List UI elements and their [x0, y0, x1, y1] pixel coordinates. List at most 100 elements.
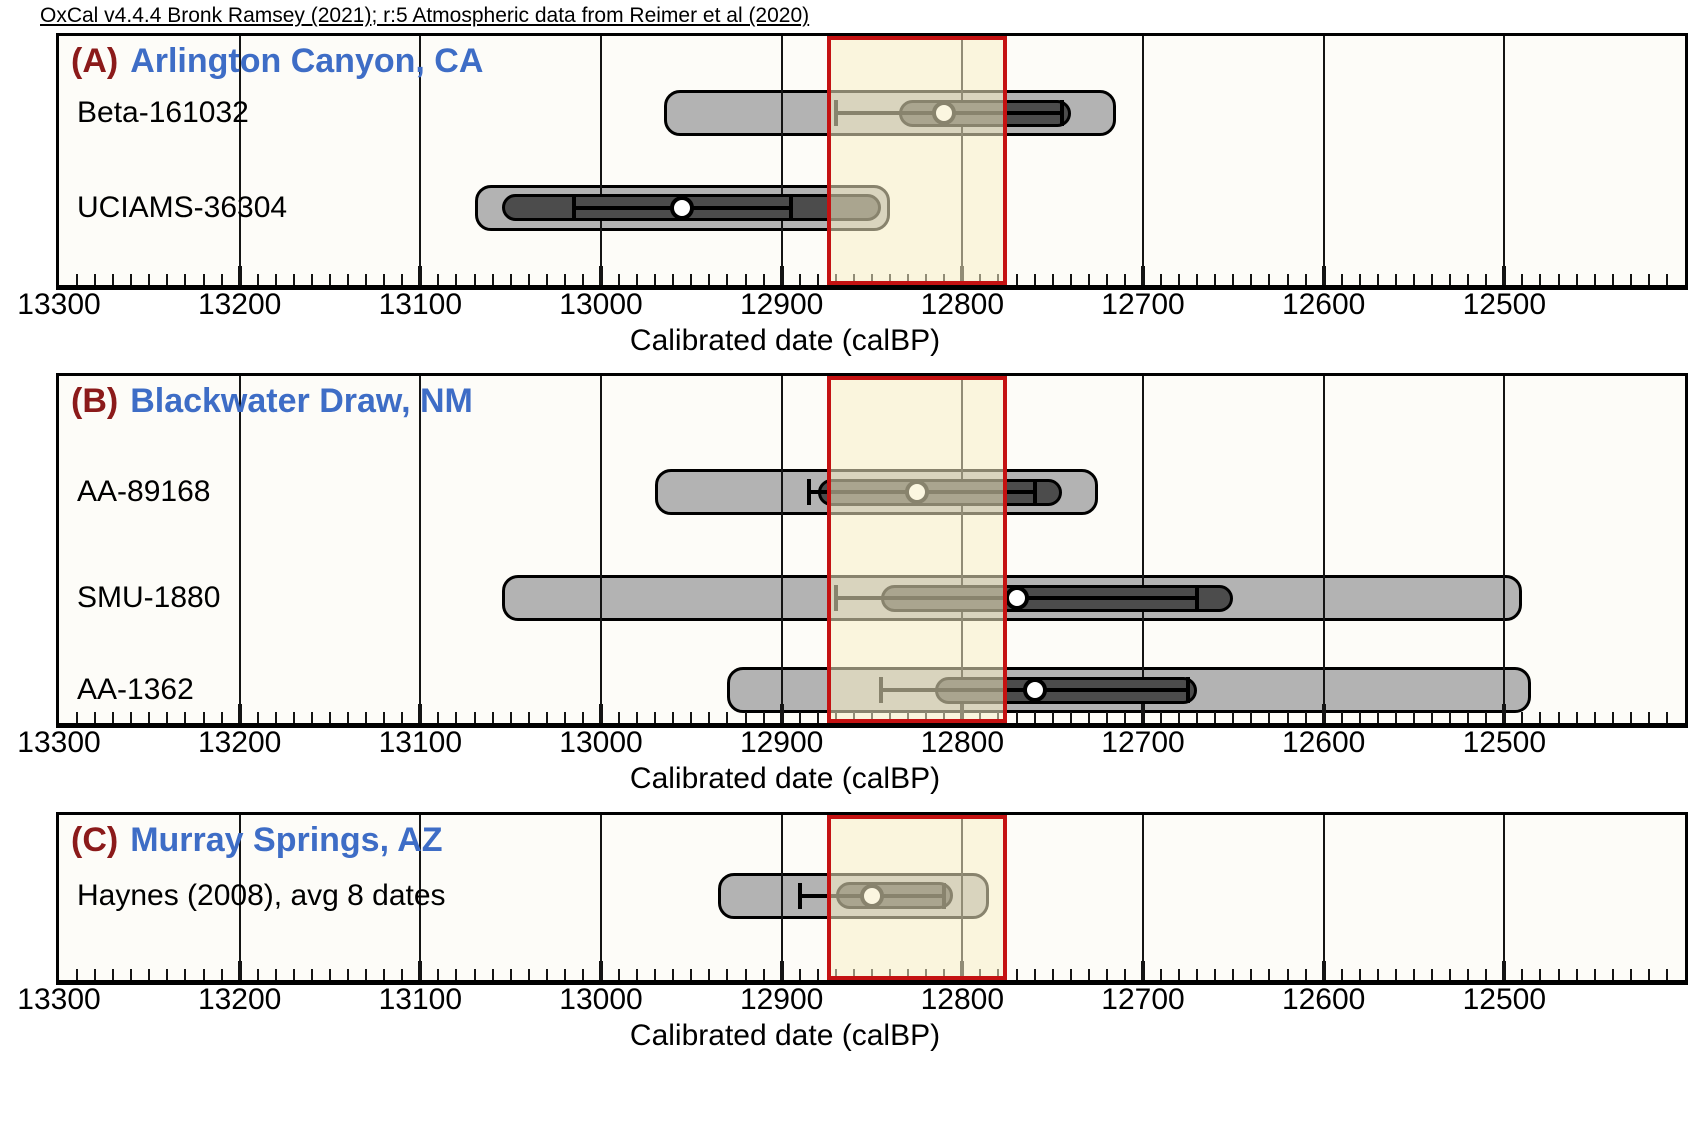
minor-tick	[1087, 712, 1090, 723]
minor-tick	[1629, 274, 1632, 285]
x-tick-label: 12500	[1462, 726, 1547, 759]
minor-tick	[491, 274, 494, 285]
panel-title: Blackwater Draw, NM	[130, 382, 473, 420]
minor-tick	[1629, 969, 1632, 980]
minor-tick	[563, 274, 566, 285]
minor-tick	[401, 969, 404, 980]
minor-tick	[708, 274, 711, 285]
minor-tick	[1593, 712, 1596, 723]
x-tick-label: 12800	[920, 288, 1005, 321]
mean-marker	[1004, 586, 1029, 611]
minor-tick	[1033, 969, 1036, 980]
oxcal-version-annotation: OxCal v4.4.4 Bronk Ramsey (2021); r:5 At…	[40, 4, 810, 27]
minor-tick	[563, 712, 566, 723]
minor-tick	[76, 274, 79, 285]
x-tick-label: 13300	[17, 288, 101, 321]
minor-tick	[1521, 274, 1524, 285]
minor-tick	[672, 969, 675, 980]
major-tick	[779, 704, 784, 723]
minor-tick	[1033, 712, 1036, 723]
x-tick-label: 12900	[739, 726, 824, 759]
minor-tick	[1629, 712, 1632, 723]
minor-tick	[256, 712, 259, 723]
minor-tick	[455, 274, 458, 285]
minor-tick	[563, 969, 566, 980]
minor-tick	[726, 712, 729, 723]
minor-tick	[618, 274, 621, 285]
x-tick-label: 12600	[1281, 288, 1366, 321]
minor-tick	[455, 969, 458, 980]
gridline	[1503, 376, 1506, 723]
minor-tick	[1376, 712, 1379, 723]
panel-heading: (B) Blackwater Draw, NM	[71, 382, 473, 421]
x-tick-label: 13200	[197, 983, 282, 1016]
minor-tick	[274, 712, 277, 723]
minor-tick	[744, 274, 747, 285]
minor-tick	[1539, 274, 1542, 285]
minor-tick	[473, 712, 476, 723]
minor-tick	[437, 712, 440, 723]
error-bar-left-cap	[806, 479, 811, 506]
major-tick	[1141, 704, 1145, 723]
minor-tick	[1178, 969, 1181, 980]
minor-tick	[1123, 712, 1126, 723]
minor-tick	[1358, 712, 1361, 723]
minor-tick	[509, 969, 512, 980]
minor-tick	[1105, 712, 1108, 723]
minor-tick	[202, 712, 205, 723]
minor-tick	[1250, 274, 1253, 285]
minor-tick	[690, 712, 693, 723]
minor-tick	[816, 712, 819, 723]
minor-tick	[762, 969, 765, 980]
minor-tick	[1431, 969, 1434, 980]
gridline	[238, 376, 241, 723]
x-tick-label: 13000	[559, 726, 643, 759]
x-tick-label: 13000	[559, 288, 643, 321]
minor-tick	[509, 274, 512, 285]
major-tick	[599, 961, 603, 980]
minor-tick	[618, 712, 621, 723]
minor-tick	[1051, 274, 1054, 285]
gridline	[600, 376, 602, 723]
minor-tick	[690, 969, 693, 980]
minor-tick	[94, 712, 97, 723]
minor-tick	[365, 712, 368, 723]
x-tick-label: 13100	[378, 288, 463, 321]
error-bar-right-cap	[1186, 677, 1191, 704]
minor-tick	[1069, 274, 1072, 285]
minor-tick	[726, 274, 729, 285]
minor-tick	[148, 274, 151, 285]
error-bar-left-cap	[797, 882, 802, 909]
x-tick-label: 12600	[1281, 983, 1366, 1016]
minor-tick	[401, 274, 404, 285]
minor-tick	[527, 712, 530, 723]
major-tick	[237, 704, 242, 723]
minor-tick	[310, 969, 313, 980]
error-bar-right-cap	[1195, 585, 1200, 612]
minor-tick	[1178, 712, 1181, 723]
minor-tick	[256, 969, 259, 980]
minor-tick	[473, 274, 476, 285]
x-tick-label: 13000	[559, 983, 643, 1016]
minor-tick	[1015, 969, 1018, 980]
minor-tick	[184, 712, 187, 723]
major-tick	[1502, 961, 1507, 980]
minor-tick	[1160, 274, 1163, 285]
minor-tick	[329, 712, 331, 723]
minor-tick	[798, 712, 801, 723]
minor-tick	[1250, 969, 1253, 980]
gridline	[600, 36, 602, 285]
minor-tick	[1575, 969, 1578, 980]
minor-tick	[292, 969, 295, 980]
minor-tick	[1286, 712, 1289, 723]
minor-tick	[1286, 969, 1289, 980]
x-tick-label: 12500	[1462, 288, 1547, 321]
minor-tick	[1575, 274, 1578, 285]
major-tick	[599, 266, 603, 285]
minor-tick	[726, 969, 729, 980]
gridline	[1322, 376, 1325, 723]
minor-tick	[455, 712, 458, 723]
major-tick	[1321, 704, 1326, 723]
major-tick	[237, 961, 242, 980]
